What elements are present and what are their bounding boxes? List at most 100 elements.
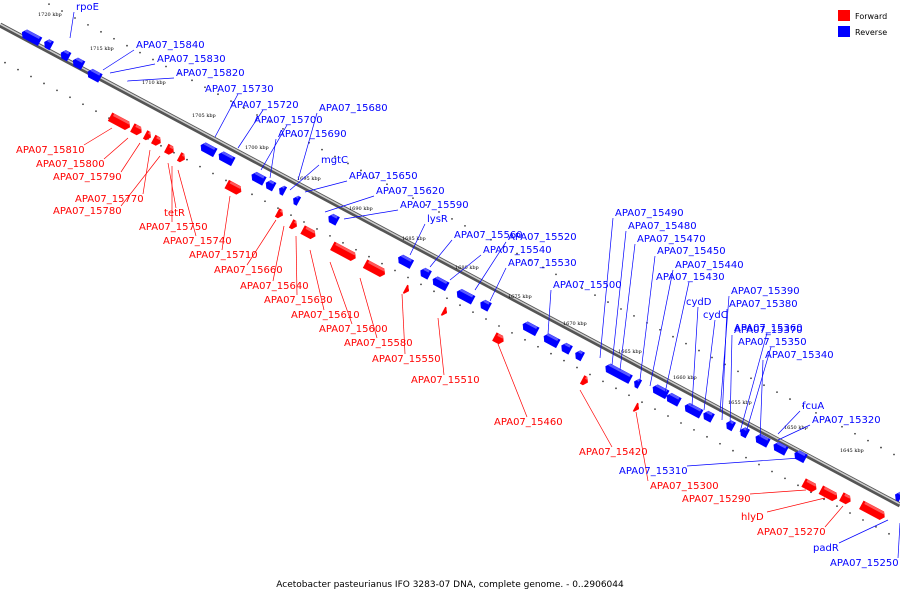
track-dot <box>451 218 453 220</box>
label-leader-line <box>69 11 75 39</box>
label-leader-line <box>237 109 264 149</box>
reverse-gene <box>652 384 670 400</box>
genes <box>21 29 900 520</box>
track-dot <box>347 162 349 165</box>
reverse-gene <box>480 299 492 312</box>
forward-gene-label: APA07_15270 <box>757 527 826 538</box>
label-leader-line <box>324 195 375 213</box>
track-dot <box>745 456 747 459</box>
forward-gene-label: APA07_15290 <box>682 494 751 505</box>
track-dot <box>459 304 461 307</box>
track-dot <box>490 238 492 241</box>
track-dot <box>602 380 604 383</box>
label-leader-line <box>295 235 298 296</box>
track-dot <box>849 512 851 514</box>
figure-caption: Acetobacter pasteurianus IFO 3283-07 DNA… <box>276 580 624 590</box>
reverse-gene <box>251 171 267 186</box>
track-dot <box>719 442 721 445</box>
track-dot <box>711 356 713 359</box>
label-leader-line <box>103 137 129 160</box>
track-dot <box>516 252 518 255</box>
track-dot <box>875 526 877 528</box>
forward-gene <box>274 208 283 219</box>
label-leader-line <box>777 424 811 441</box>
track-dot <box>771 470 773 473</box>
track-dot <box>69 96 71 99</box>
reverse-gene <box>794 450 808 464</box>
legend: Forward Reverse <box>838 10 887 37</box>
label-leader-line <box>102 49 135 71</box>
track-dot <box>412 197 414 200</box>
reverse-gene-label: APA07_15490 <box>615 208 684 219</box>
reverse-gene-label: APA07_15250 <box>830 558 899 569</box>
track-dot <box>615 387 617 390</box>
track-dot <box>568 280 570 283</box>
label-leaders <box>69 11 900 559</box>
forward-gene <box>402 284 410 294</box>
reverse-gene <box>543 333 561 349</box>
track-dot <box>888 532 890 535</box>
track-dot <box>264 200 266 203</box>
track-dot <box>797 484 799 487</box>
track-dot <box>321 148 323 151</box>
track-dot <box>667 415 669 417</box>
label-leader-line <box>824 505 844 528</box>
reverse-gene-label: fcuA <box>802 401 824 412</box>
label-leader-line <box>269 138 277 179</box>
legend-reverse-swatch <box>838 26 850 37</box>
forward-gene <box>176 152 185 163</box>
track-dot <box>576 366 578 369</box>
kbp-tick-label: 1670 kbp <box>563 321 587 327</box>
label-leader-line <box>703 319 716 411</box>
label-leader-line <box>739 332 768 433</box>
reverse-gene-label: APA07_15470 <box>637 234 706 245</box>
track-dot <box>641 401 643 404</box>
label-leader-line <box>409 223 426 256</box>
forward-gene-label: APA07_15640 <box>240 281 309 292</box>
label-leader-line <box>635 411 649 482</box>
forward-gene <box>130 123 142 136</box>
label-leader-line <box>401 293 406 355</box>
track-dot <box>82 103 84 106</box>
label-leader-line <box>304 180 348 193</box>
track-dot <box>48 3 50 6</box>
forward-gene <box>288 219 297 230</box>
label-leader-line <box>429 239 453 268</box>
kbp-tick-label: 1710 kbp <box>142 80 166 86</box>
track-dot <box>360 169 362 172</box>
reverse-gene <box>703 410 715 423</box>
lower-dotted-track <box>4 61 890 535</box>
track-dot <box>407 276 409 279</box>
label-leader-line <box>497 343 528 418</box>
track-dot <box>511 331 513 334</box>
track-dot <box>256 114 258 116</box>
track-dot <box>282 127 284 130</box>
track-dot <box>589 373 591 376</box>
reverse-gene <box>60 49 72 62</box>
forward-gene <box>142 130 151 141</box>
label-leader-line <box>120 142 141 173</box>
forward-gene-label: APA07_15600 <box>319 324 388 335</box>
kbp-tick-label: 1655 kbp <box>728 400 752 406</box>
track-dot <box>485 318 487 320</box>
label-leader-line <box>260 124 288 171</box>
forward-gene-label: APA07_15740 <box>163 236 232 247</box>
track-dot <box>295 134 297 137</box>
upper-dotted-track <box>48 3 895 456</box>
label-leader-line <box>177 169 197 237</box>
forward-gene-label: APA07_15710 <box>189 250 258 261</box>
reverse-gene <box>456 288 476 305</box>
reverse-gene <box>44 39 54 51</box>
reverse-gene <box>740 427 750 439</box>
forward-gene-label: APA07_15610 <box>291 310 360 321</box>
track-dot <box>594 294 596 297</box>
label-leader-line <box>142 149 151 195</box>
forward-gene <box>632 402 640 412</box>
reverse-gene-label: cydC <box>703 310 728 321</box>
kbp-tick-label: 1715 kbp <box>90 46 114 52</box>
legend-forward-swatch <box>838 10 850 21</box>
kbp-tick-label: 1695 kbp <box>297 176 321 182</box>
reverse-gene-label: padR <box>813 543 839 554</box>
track-dot <box>537 345 539 348</box>
track-dot <box>550 352 552 355</box>
